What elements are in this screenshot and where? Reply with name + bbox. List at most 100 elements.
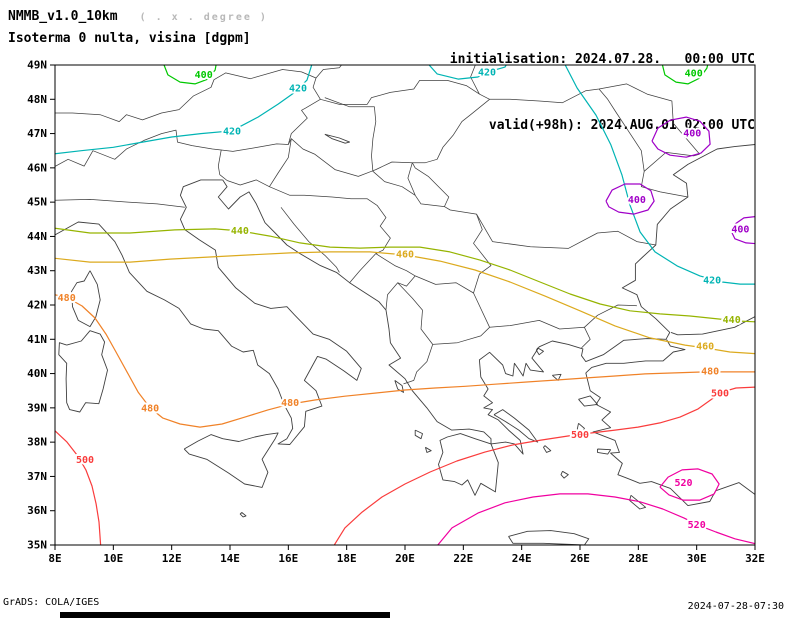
contour-label: 420 bbox=[478, 68, 496, 79]
lon-tick-label: 8E bbox=[48, 552, 61, 565]
contour-line-500 bbox=[55, 430, 102, 545]
grads-credit: GrADS: COLA/IGES bbox=[3, 597, 100, 608]
country-border bbox=[269, 186, 391, 283]
lon-tick-label: 12E bbox=[162, 552, 182, 565]
contour-label: 520 bbox=[674, 478, 692, 489]
country-border bbox=[643, 152, 700, 172]
lat-tick-label: 37N bbox=[27, 470, 47, 483]
country-border bbox=[221, 77, 321, 152]
contour-label: 460 bbox=[396, 249, 414, 260]
contour-line-520 bbox=[659, 468, 720, 501]
contour-label: 480 bbox=[281, 398, 299, 409]
coastline bbox=[324, 133, 351, 144]
contour-line-500 bbox=[333, 386, 755, 545]
lat-tick-label: 44N bbox=[27, 230, 47, 243]
coastline bbox=[629, 494, 647, 510]
contour-line-400 bbox=[163, 65, 217, 85]
contour-line-400 bbox=[605, 183, 655, 215]
lat-tick-label: 35N bbox=[27, 539, 47, 552]
contour-label: 500 bbox=[571, 430, 589, 441]
coastline bbox=[394, 380, 404, 393]
country-border bbox=[55, 129, 228, 181]
lon-tick-label: 22E bbox=[453, 552, 473, 565]
coastline bbox=[578, 395, 598, 407]
contour-label: 400 bbox=[195, 70, 213, 81]
coastline bbox=[670, 316, 755, 336]
lat-tick-label: 45N bbox=[27, 196, 47, 209]
lon-tick-label: 32E bbox=[745, 552, 765, 565]
contour-label: 400 bbox=[628, 195, 646, 206]
contour-line-460 bbox=[55, 251, 755, 355]
coastline bbox=[552, 373, 562, 381]
contour-line-420 bbox=[55, 65, 313, 155]
contour-label: 520 bbox=[688, 520, 706, 531]
contour-label: 420 bbox=[223, 126, 241, 137]
lat-tick-label: 48N bbox=[27, 93, 47, 106]
coastline bbox=[543, 445, 552, 453]
lat-tick-label: 39N bbox=[27, 401, 47, 414]
country-border bbox=[598, 88, 688, 198]
coastline bbox=[576, 422, 585, 436]
contour-line-420 bbox=[428, 65, 507, 80]
coastline bbox=[560, 470, 569, 479]
contour-label: 400 bbox=[685, 68, 703, 79]
country-border bbox=[280, 207, 340, 273]
lon-tick-label: 28E bbox=[628, 552, 648, 565]
country-border bbox=[407, 162, 416, 196]
init-time-line: initialisation: 2024.07.28. 00:00 UTC bbox=[449, 52, 755, 67]
lat-tick-label: 36N bbox=[27, 504, 47, 517]
coastline bbox=[597, 448, 612, 455]
contour-label: 440 bbox=[723, 315, 741, 326]
bottom-bar bbox=[60, 612, 390, 618]
coastline bbox=[414, 429, 423, 440]
coastline bbox=[478, 144, 755, 455]
contour-line-400 bbox=[730, 215, 755, 245]
contour-line-440 bbox=[55, 227, 755, 323]
coastline bbox=[424, 446, 432, 453]
coastline bbox=[71, 270, 101, 328]
contour-label: 420 bbox=[289, 84, 307, 95]
contour-line-420 bbox=[564, 65, 755, 285]
country-border bbox=[397, 282, 434, 385]
lat-tick-label: 41N bbox=[27, 333, 47, 346]
coastline bbox=[508, 530, 590, 545]
coastline bbox=[217, 179, 499, 496]
lon-tick-label: 20E bbox=[395, 552, 415, 565]
country-border bbox=[226, 138, 292, 188]
lon-tick-label: 18E bbox=[337, 552, 357, 565]
coastline bbox=[239, 512, 247, 518]
country-border bbox=[411, 162, 492, 294]
header-line-1: NMMB_v1.0_10km ( . x . degree ) bbox=[8, 5, 268, 24]
contour-label: 400 bbox=[731, 224, 749, 235]
map-layers: 400 400 420 420 420 420 440 440 460 460 480 480 480 4… bbox=[55, 65, 755, 545]
contour-line-400 bbox=[661, 65, 709, 85]
country-border bbox=[479, 83, 700, 155]
contour-label: 480 bbox=[701, 367, 719, 378]
coastline bbox=[535, 347, 544, 356]
coastline bbox=[585, 339, 686, 374]
lon-tick-label: 24E bbox=[512, 552, 532, 565]
map-frame bbox=[54, 64, 756, 546]
coastline bbox=[183, 432, 279, 488]
contour-label: 500 bbox=[711, 388, 729, 399]
contour-line-480 bbox=[55, 294, 755, 428]
plot-title: Isoterma 0 nulta, visina [dgpm] bbox=[8, 31, 251, 46]
contour-label: 480 bbox=[58, 293, 76, 304]
contour-label: 440 bbox=[231, 226, 249, 237]
contour-label: 500 bbox=[76, 455, 94, 466]
header-right: initialisation: 2024.07.28. 00:00 UTC va… bbox=[450, 5, 755, 159]
country-border bbox=[584, 304, 637, 328]
header-left: NMMB_v1.0_10km ( . x . degree ) Isoterma … bbox=[8, 5, 268, 46]
country-border bbox=[324, 97, 445, 207]
valid-time-line: valid(+98h): 2024.AUG.01 02:00 UTC bbox=[488, 118, 755, 133]
contour-label: 460 bbox=[696, 342, 714, 353]
resolution-note: ( . x . degree ) bbox=[139, 12, 268, 23]
lat-tick-label: 49N bbox=[27, 59, 47, 72]
contour-label: 420 bbox=[703, 276, 721, 287]
lon-tick-label: 30E bbox=[687, 552, 707, 565]
lon-tick-label: 10E bbox=[103, 552, 123, 565]
model-name: NMMB_v1.0_10km bbox=[8, 9, 118, 24]
lat-tick-label: 38N bbox=[27, 436, 47, 449]
lon-tick-label: 16E bbox=[278, 552, 298, 565]
